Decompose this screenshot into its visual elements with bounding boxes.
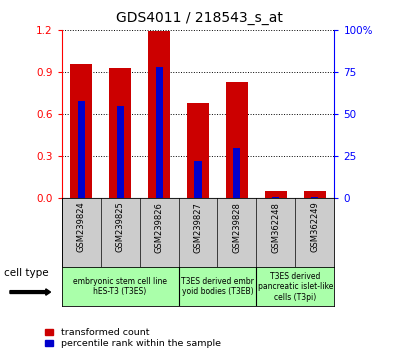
Bar xyxy=(195,161,201,198)
Bar xyxy=(265,191,287,198)
Text: GSM239827: GSM239827 xyxy=(193,202,203,252)
Text: cell type: cell type xyxy=(4,268,49,278)
Text: embryonic stem cell line
hES-T3 (T3ES): embryonic stem cell line hES-T3 (T3ES) xyxy=(73,277,167,296)
Legend: transformed count, percentile rank within the sample: transformed count, percentile rank withi… xyxy=(45,327,222,349)
Text: GSM239828: GSM239828 xyxy=(232,202,242,252)
Bar xyxy=(78,101,85,198)
Text: GDS4011 / 218543_s_at: GDS4011 / 218543_s_at xyxy=(115,11,283,25)
Bar xyxy=(187,103,209,198)
Bar xyxy=(311,196,318,198)
Bar xyxy=(156,67,162,198)
Text: T3ES derived embr
yoid bodies (T3EB): T3ES derived embr yoid bodies (T3EB) xyxy=(181,277,254,296)
Bar xyxy=(70,64,92,198)
Bar xyxy=(109,68,131,198)
Text: GSM239824: GSM239824 xyxy=(77,202,86,252)
Bar xyxy=(234,148,240,198)
Text: GSM239825: GSM239825 xyxy=(115,202,125,252)
Bar xyxy=(272,196,279,198)
Text: T3ES derived
pancreatic islet-like
cells (T3pi): T3ES derived pancreatic islet-like cells… xyxy=(258,272,333,302)
Bar xyxy=(226,82,248,198)
Bar xyxy=(148,32,170,198)
Text: GSM362248: GSM362248 xyxy=(271,202,281,252)
Text: GSM362249: GSM362249 xyxy=(310,202,319,252)
Bar xyxy=(117,106,124,198)
Text: GSM239826: GSM239826 xyxy=(154,202,164,252)
Bar xyxy=(304,191,326,198)
